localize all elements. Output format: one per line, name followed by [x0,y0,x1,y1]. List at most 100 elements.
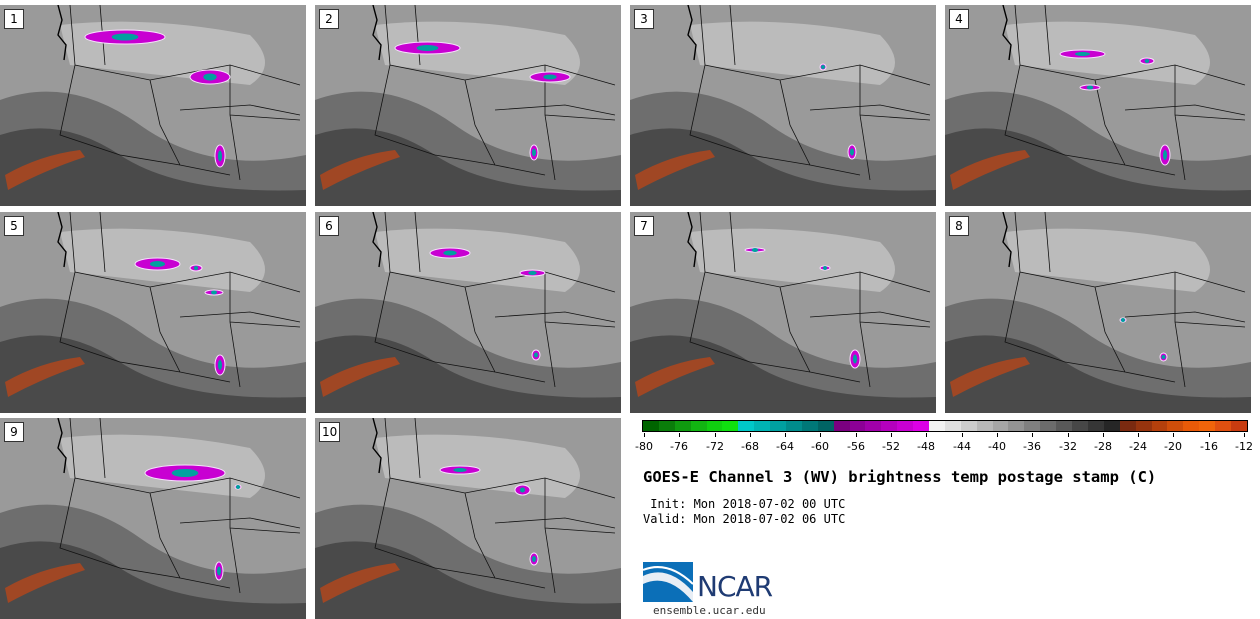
panel-number-label: 4 [949,9,969,29]
colorbar-tick [1068,433,1069,437]
coldest-core [534,352,538,358]
coldest-core [218,150,222,162]
panel-number-label: 3 [634,9,654,29]
colorbar-tick [926,433,927,437]
coldest-core [211,290,217,295]
coldest-core [171,469,199,477]
colorbar-swatch [865,421,882,431]
postage-stamp-panel: 8 [945,212,1251,413]
colorbar-swatch [690,421,707,431]
colorbar-tick-label: -68 [741,440,759,453]
coldest-core [543,74,557,80]
coldest-core [236,485,240,489]
brightness-temp-map [945,212,1251,413]
colorbar-swatch [722,421,739,431]
colorbar-tick-label: -20 [1164,440,1182,453]
coldest-core [532,148,536,157]
colorbar-swatch [1008,421,1025,431]
coldest-core [751,248,759,252]
colorbar-tick [715,433,716,437]
colorbar-tick-label: -60 [811,440,829,453]
colorbar-tick [1173,433,1174,437]
ncar-logo-icon [643,562,694,602]
coldest-core [1121,318,1125,322]
colorbar-tick [1103,433,1104,437]
colorbar-tick [1209,433,1210,437]
colorbar-tick-label: -12 [1235,440,1253,453]
colorbar-tick [1244,433,1245,437]
colorbar-tick-label: -52 [882,440,900,453]
postage-stamp-panel: 1 [0,5,306,206]
panel-number-label: 6 [319,216,339,236]
panel-number-label: 10 [319,422,341,442]
colorbar-swatch [960,421,977,431]
colorbar-tick [856,433,857,437]
colorbar-swatch [976,421,993,431]
colorbar-swatch [1119,421,1136,431]
coldest-core [532,556,536,562]
coldest-core [217,566,221,576]
colorbar-tick-label: -28 [1094,440,1112,453]
postage-stamp-panel: 9 [0,418,306,619]
colorbar [642,420,1248,432]
colorbar-swatch [643,421,659,431]
colorbar-tick-label: -16 [1200,440,1218,453]
panel-number-label: 1 [4,9,24,29]
colorbar-tick-label: -72 [706,440,724,453]
colorbar-tick-label: -80 [635,440,653,453]
coldest-core [823,266,827,270]
colorbar-tick-label: -32 [1059,440,1077,453]
colorbar-ticks: -80 -76 -72 -68 -64 -60 -56 -52 -48 -44 -40 -36 -32 -… [635,433,1253,457]
coldest-core [453,468,467,472]
colorbar-swatch [849,421,866,431]
colorbar-swatch [738,421,755,431]
colorbar-tick-label: -40 [988,440,1006,453]
colorbar-swatch [786,421,802,431]
colorbar-swatch [658,421,675,431]
postage-stamp-panel: 10 [315,418,621,619]
colorbar-swatch [1024,421,1041,431]
colorbar-tick-label: -48 [917,440,935,453]
colorbar-swatch [674,421,691,431]
coldest-core [853,354,857,364]
colorbar-tick-label: -44 [953,440,971,453]
colorbar-swatch [881,421,898,431]
colorbar-swatch [929,421,945,431]
colorbar-swatch [833,421,850,431]
colorbar-swatch [944,421,961,431]
brightness-temp-map [315,418,621,619]
postage-stamp-panel: 6 [315,212,621,413]
colorbar-swatch [1215,421,1231,431]
coldest-core [520,487,525,493]
colorbar-tick [644,433,645,437]
coldest-core [1144,59,1150,63]
brightness-temp-map [0,212,306,413]
colorbar-tick-label: -64 [776,440,794,453]
colorbar-tick [820,433,821,437]
postage-stamp-panel: 4 [945,5,1251,206]
coldest-core [1163,150,1167,160]
coldest-core [111,33,139,41]
brightness-temp-map [315,212,621,413]
site-url: ensemble.ucar.edu [653,604,766,617]
panel-number-label: 8 [949,216,969,236]
colorbar-tick-label: -24 [1129,440,1147,453]
coldest-core [850,148,854,156]
init-time: Init: Mon 2018-07-02 00 UTC [643,497,846,511]
colorbar-tick [679,433,680,437]
brightness-temp-map [945,5,1251,206]
brightness-temp-map [0,5,306,206]
colorbar-swatch [1199,421,1216,431]
coldest-core [443,250,457,256]
panel-number-label: 5 [4,216,24,236]
colorbar-tick [891,433,892,437]
coldest-core [528,271,537,275]
colorbar-swatch [754,421,771,431]
postage-stamp-panel: 7 [630,212,936,413]
colorbar-swatch [817,421,834,431]
ncar-logo-text: NCAR [697,570,773,603]
coldest-core [1075,52,1090,56]
colorbar-swatch [992,421,1009,431]
colorbar-swatch [801,421,818,431]
colorbar-swatch [1056,421,1073,431]
